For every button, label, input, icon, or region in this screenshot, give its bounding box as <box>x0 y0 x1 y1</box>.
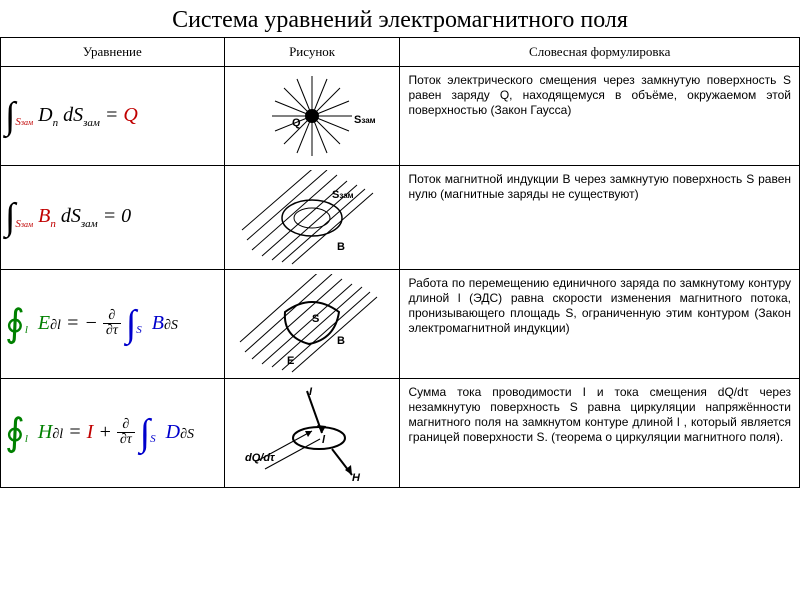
label-Sзам: Sзам <box>332 189 354 201</box>
label-H: H <box>352 472 361 483</box>
label-Q: Q <box>292 117 301 129</box>
label-Sзам: Sзам <box>354 114 376 126</box>
page-title: Система уравнений электромагнитного поля <box>0 0 800 37</box>
equation-ampere: ∮l H∂l = I + ∂∂τ ∫S D∂S <box>1 378 225 487</box>
desc-gauss-B: Поток магнитной индукции B через замкнут… <box>400 165 800 269</box>
col-equation: Уравнение <box>1 37 225 66</box>
equation-gauss-D: ∫Sзам Dn dSзам = Q <box>1 66 225 165</box>
label-l: l <box>322 434 326 446</box>
col-figure: Рисунок <box>224 37 400 66</box>
equation-gauss-B: ∫Sзам Bn dSзам = 0 <box>1 165 225 269</box>
desc-faraday: Работа по перемещению единичного заряда … <box>400 269 800 378</box>
figure-ampere: I l dQ/dτ H <box>224 378 400 487</box>
label-E: E <box>287 355 294 367</box>
label-dQdt: dQ/dτ <box>245 452 275 464</box>
table-row: ∮l E∂l = − ∂∂τ ∫S B∂S S B E <box>1 269 800 378</box>
label-B: B <box>337 241 345 253</box>
figure-faraday: S B E <box>224 269 400 378</box>
table-row: ∫Sзам Bn dSзам = 0 Sзам B Поток <box>1 165 800 269</box>
equations-table: Уравнение Рисунок Словесная формулировка… <box>0 37 800 488</box>
label-B: B <box>337 335 345 347</box>
label-S: S <box>312 313 319 325</box>
equation-faraday: ∮l E∂l = − ∂∂τ ∫S B∂S <box>1 269 225 378</box>
desc-gauss-D: Поток электрического смещения через замк… <box>400 66 800 165</box>
figure-gauss-B: Sзам B <box>224 165 400 269</box>
desc-ampere: Сумма тока проводимости I и тока смещени… <box>400 378 800 487</box>
col-description: Словесная формулировка <box>400 37 800 66</box>
table-row: ∫Sзам Dn dSзам = Q Q Sзам Пото <box>1 66 800 165</box>
table-row: ∮l H∂l = I + ∂∂τ ∫S D∂S I l dQ/dτ H С <box>1 378 800 487</box>
figure-gauss-D: Q Sзам <box>224 66 400 165</box>
label-I: I <box>309 386 313 398</box>
